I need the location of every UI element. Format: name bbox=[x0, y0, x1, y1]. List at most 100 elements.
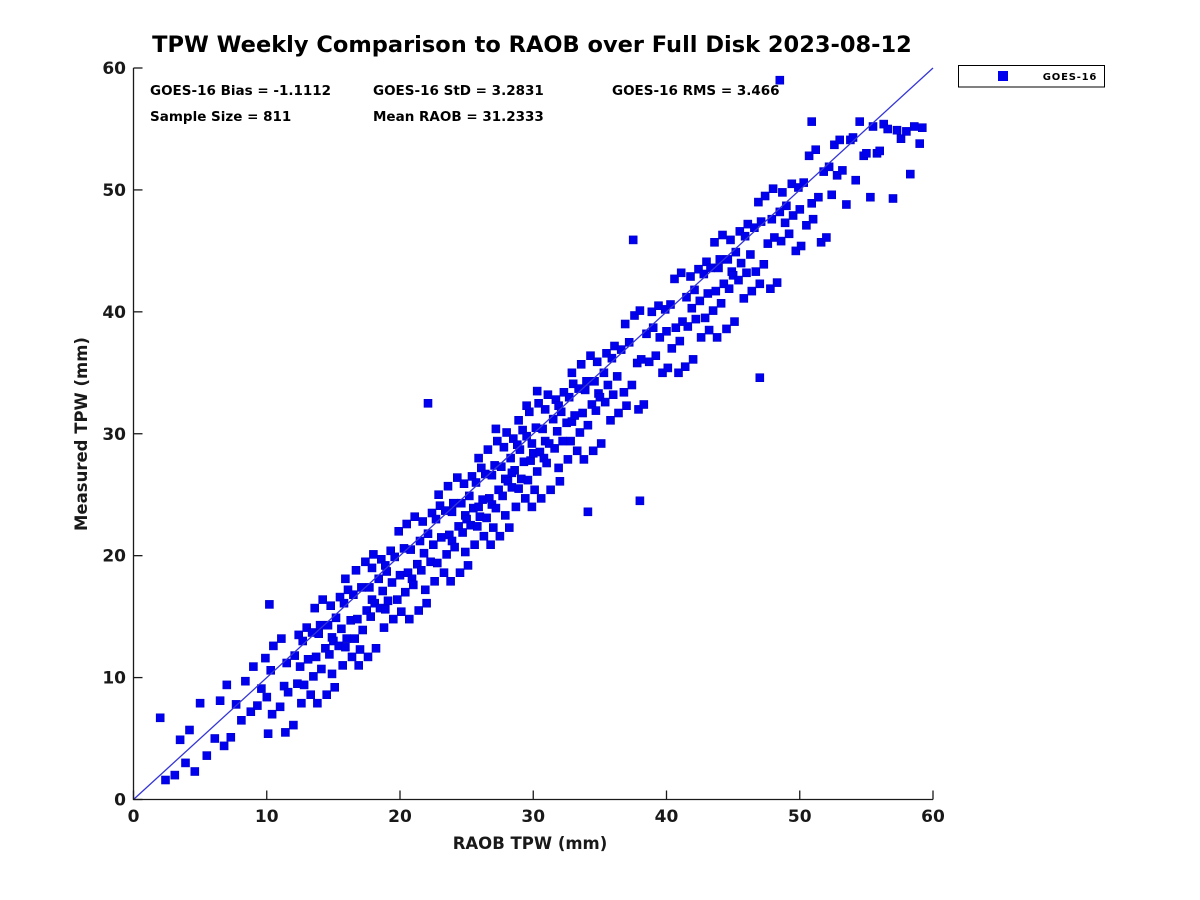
scatter-point bbox=[563, 455, 573, 464]
scatter-point bbox=[575, 428, 585, 437]
scatter-point bbox=[580, 385, 590, 395]
scatter-point bbox=[181, 758, 190, 768]
scatter-point bbox=[522, 401, 531, 411]
x-tick-label: 20 bbox=[388, 807, 412, 827]
scatter-point bbox=[583, 507, 593, 517]
scatter-point bbox=[647, 307, 657, 317]
scatter-point bbox=[155, 713, 165, 723]
scatter-point bbox=[507, 468, 517, 478]
scatter-point bbox=[527, 502, 537, 512]
scatter-point bbox=[724, 284, 734, 294]
scatter-point bbox=[799, 178, 809, 187]
scatter-point bbox=[330, 682, 340, 692]
scatter-point bbox=[778, 188, 787, 197]
scatter-point bbox=[479, 531, 489, 541]
scatter-point bbox=[902, 127, 911, 136]
scatter-point bbox=[414, 606, 424, 615]
scatter-point bbox=[339, 598, 349, 608]
scatter-point bbox=[768, 184, 778, 193]
legend: GOES-16 bbox=[958, 65, 1105, 88]
scatter-point bbox=[472, 522, 482, 531]
scatter-point bbox=[678, 317, 687, 326]
scatter-point bbox=[341, 642, 350, 652]
scatter-point bbox=[680, 362, 690, 372]
scatter-point bbox=[488, 523, 498, 532]
scatter-point bbox=[746, 250, 755, 259]
scatter-point bbox=[261, 653, 270, 663]
scatter-point bbox=[627, 380, 637, 390]
scatter-point bbox=[241, 676, 250, 686]
scatter-point bbox=[491, 424, 501, 434]
scatter-point bbox=[596, 439, 606, 448]
scatter-point bbox=[628, 235, 638, 245]
scatter-point bbox=[670, 274, 679, 284]
scatter-point bbox=[620, 319, 630, 329]
scatter-point bbox=[432, 558, 442, 568]
scatter-point bbox=[691, 314, 701, 324]
scatter-point bbox=[342, 634, 352, 643]
scatter-point bbox=[754, 197, 763, 207]
scatter-point bbox=[219, 741, 229, 751]
scatter-point bbox=[491, 503, 501, 513]
scatter-point bbox=[559, 387, 569, 397]
scatter-point bbox=[527, 439, 537, 448]
scatter-point bbox=[406, 545, 416, 554]
scatter-point bbox=[760, 191, 770, 201]
scatter-point bbox=[842, 200, 851, 209]
scatter-point bbox=[380, 604, 390, 614]
y-tick-label: 20 bbox=[102, 547, 126, 567]
scatter-point bbox=[875, 146, 885, 156]
scatter-point bbox=[419, 548, 429, 558]
x-tick-labels: 0 10 20 30 40 50 60 bbox=[128, 807, 945, 827]
y-tick-label: 10 bbox=[102, 669, 126, 689]
scatter-point bbox=[578, 408, 587, 418]
scatter-point bbox=[428, 540, 438, 550]
scatter-point bbox=[534, 398, 543, 408]
scatter-point bbox=[400, 587, 410, 597]
scatter-point bbox=[404, 614, 414, 624]
scatter-point bbox=[888, 194, 898, 203]
scatter-point bbox=[459, 479, 469, 489]
scatter-point bbox=[602, 348, 611, 358]
scatter-point bbox=[436, 533, 446, 542]
scatter-point bbox=[711, 286, 721, 296]
scatter-point bbox=[675, 336, 685, 346]
scatter-point bbox=[736, 258, 746, 268]
scatter-point bbox=[568, 379, 578, 389]
scatter-point bbox=[708, 306, 718, 315]
scatter-point bbox=[353, 614, 362, 624]
scatter-point bbox=[523, 475, 533, 485]
scatter-point bbox=[351, 565, 361, 575]
scatter-point bbox=[495, 531, 505, 541]
scatter-point bbox=[552, 426, 562, 436]
scatter-point bbox=[544, 439, 554, 448]
scatter-point bbox=[455, 568, 465, 578]
scatter-point bbox=[408, 580, 418, 590]
scatter-point bbox=[807, 199, 817, 208]
scatter-point bbox=[622, 401, 631, 411]
scatter-point bbox=[694, 264, 703, 274]
scatter-point bbox=[396, 607, 406, 617]
scatter-point bbox=[202, 751, 212, 760]
scatter-point bbox=[450, 542, 459, 552]
scatter-point bbox=[283, 687, 293, 697]
scatter-point bbox=[905, 169, 915, 179]
scatter-point bbox=[832, 171, 842, 180]
scatter-point bbox=[747, 286, 757, 296]
scatter-point bbox=[614, 408, 623, 418]
scatter-point bbox=[369, 550, 378, 559]
scatter-point bbox=[532, 467, 542, 476]
scatter-point bbox=[719, 279, 729, 289]
scatter-point bbox=[909, 122, 919, 131]
scatter-point bbox=[763, 239, 773, 248]
scatter-point bbox=[460, 547, 470, 557]
scatter-point bbox=[883, 124, 893, 134]
x-axis-label: RAOB TPW (mm) bbox=[453, 834, 608, 853]
scatter-point bbox=[606, 415, 615, 425]
scatter-point bbox=[740, 231, 750, 241]
scatter-point bbox=[210, 734, 220, 743]
scatter-point bbox=[795, 205, 805, 214]
scatter-point bbox=[683, 322, 693, 331]
scatter-point bbox=[728, 270, 738, 280]
scatter-point bbox=[343, 585, 353, 595]
